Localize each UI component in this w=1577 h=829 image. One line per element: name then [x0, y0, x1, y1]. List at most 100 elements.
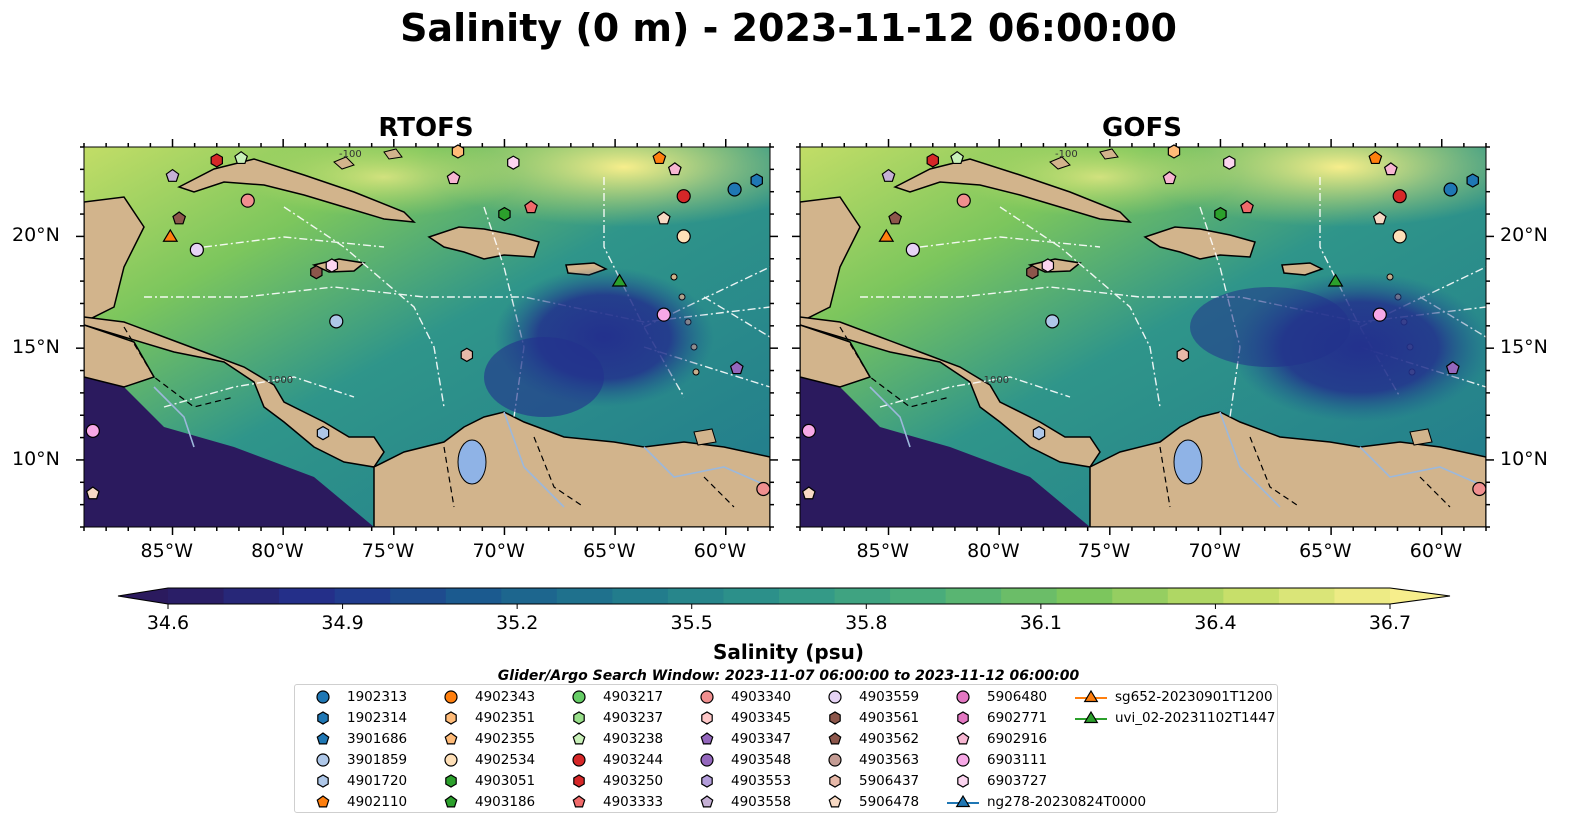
lat-tick-label: 15°N [1500, 336, 1548, 359]
legend-label: 4902110 [347, 794, 408, 810]
legend-item: 4902351 [433, 708, 535, 728]
legend-label: 6903727 [987, 773, 1048, 789]
legend-item: 6903727 [945, 771, 1047, 791]
legend-item: 4903561 [817, 708, 919, 728]
lat-tick-label: 10°N [1500, 447, 1548, 470]
legend-item: 5906480 [945, 687, 1047, 707]
colorbar-cell [1056, 588, 1113, 604]
legend-label: 4903238 [603, 731, 664, 747]
legend-item: 3901859 [305, 750, 407, 770]
platform-marker-5906478 [656, 211, 671, 225]
lon-tick-label: 65°W [1299, 540, 1352, 562]
legend-marker-icon [956, 753, 970, 767]
legend-marker-icon [444, 795, 458, 808]
colorbar-cell [890, 588, 947, 604]
panel-frame-gofs [799, 146, 1487, 528]
lon-tick-label: 85°W [856, 540, 909, 562]
legend-label: 4903347 [731, 731, 792, 747]
platform-marker-6903727 [1223, 155, 1236, 170]
legend-item: 4903186 [433, 792, 535, 812]
legend-item: 4902110 [305, 792, 407, 812]
legend-label: 1902313 [347, 689, 408, 705]
legend-item: 4902534 [433, 750, 535, 770]
legend-label: 4903340 [731, 689, 792, 705]
legend-label: 4903237 [603, 710, 664, 726]
lon-tick-label: 70°W [472, 540, 525, 562]
legend-label: 3901686 [347, 731, 408, 747]
platform-marker-4902534 [676, 229, 691, 244]
legend-marker-icon [956, 732, 970, 745]
platform-marker-6902916 [667, 162, 682, 176]
platform-marker-4903333 [524, 200, 538, 214]
platform-marker-3901859 [329, 314, 344, 329]
platform-marker-4903333 [1240, 200, 1254, 214]
legend-label: 4903244 [603, 752, 664, 768]
legend-item: 4903250 [561, 771, 663, 791]
panel-title-gofs: GOFS [1102, 113, 1182, 143]
legend-item: 4902343 [433, 687, 535, 707]
lon-tick-label: 70°W [1188, 540, 1241, 562]
legend-marker-icon [700, 732, 714, 745]
colorbar-cell [1278, 588, 1336, 604]
platform-marker-uvi_02-20231102T1447 [1327, 273, 1344, 287]
legend-marker-icon [828, 690, 842, 704]
legend-label: 4903345 [731, 710, 792, 726]
platform-marker-4902534 [1392, 229, 1407, 244]
figure-title: Salinity (0 m) - 2023-11-12 06:00:00 [400, 6, 1177, 50]
legend-marker-icon [828, 753, 842, 767]
platform-marker-4901720 [316, 425, 330, 441]
colorbar-tick-label: 35.8 [845, 612, 888, 634]
legend-label: 4903562 [859, 731, 920, 747]
colorbar-cell [223, 588, 280, 604]
legend-item: 4901720 [305, 771, 407, 791]
lon-tick-label: 75°W [361, 540, 415, 562]
legend-marker-icon [700, 690, 714, 704]
platform-marker-4903250 [210, 153, 223, 168]
platform-marker-1902314 [1466, 173, 1479, 188]
legend-item: 4903340 [689, 687, 791, 707]
platform-marker-6903727 [507, 155, 520, 170]
legend-item: 5906478 [817, 792, 919, 812]
legend-marker-icon [316, 732, 330, 745]
legend-marker-icon [572, 795, 586, 808]
platform-marker-5906478 [801, 486, 816, 500]
map-panels: -100 -1000 [76, 139, 1494, 535]
colorbar-cell [1001, 588, 1058, 604]
platform-marker-4901720 [1032, 425, 1046, 441]
legend-label: 4903563 [859, 752, 920, 768]
colorbar [117, 587, 1451, 609]
legend-label: 5906480 [987, 689, 1048, 705]
colorbar-tick-label: 34.9 [321, 612, 364, 634]
platform-marker-6903727 [1041, 258, 1055, 273]
colorbar-tick-label: 36.4 [1194, 612, 1237, 634]
legend-item: 4903553 [689, 771, 791, 791]
legend-item: 4903558 [689, 792, 791, 812]
colorbar-label: Salinity (psu) [712, 640, 864, 664]
platform-marker-sg652-20230901T1200 [878, 228, 895, 242]
colorbar-tick-label: 35.2 [495, 612, 539, 634]
lon-tick-label: 65°W [583, 540, 636, 562]
legend-marker-icon [700, 753, 714, 767]
platform-marker-1902313 [727, 182, 742, 197]
legend-item: 4903237 [561, 708, 663, 728]
platform-marker-4903340 [240, 193, 255, 208]
platform-marker-4903244 [676, 189, 691, 204]
colorbar-cell [779, 588, 836, 604]
platform-marker-4903238 [950, 150, 965, 165]
platform-marker-4902351 [1167, 144, 1181, 159]
legend-marker-icon [572, 732, 586, 745]
colorbar-cell [445, 588, 502, 604]
legend-label: 6902771 [987, 710, 1048, 726]
legend-marker-icon [317, 711, 329, 725]
panel-frame-rtofs [83, 146, 771, 528]
legend-item: 4903244 [561, 750, 663, 770]
colorbar-cell [501, 588, 558, 604]
legend-label: 4902355 [475, 731, 536, 747]
legend-label: 4903558 [731, 794, 792, 810]
legend-item: 4903548 [689, 750, 791, 770]
legend-label: 4901720 [347, 773, 408, 789]
legend-label: 3901859 [347, 752, 408, 768]
lat-tick-label: 10°N [12, 447, 60, 470]
platform-marker-6903111 [801, 423, 816, 438]
legend-marker-icon [572, 690, 586, 704]
